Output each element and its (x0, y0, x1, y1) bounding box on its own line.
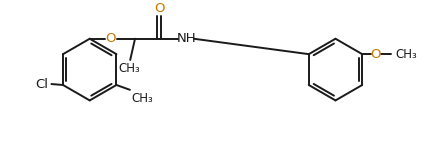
Text: NH: NH (176, 32, 196, 45)
Text: CH₃: CH₃ (118, 62, 140, 75)
Text: Cl: Cl (35, 78, 49, 91)
Text: CH₃: CH₃ (394, 48, 416, 61)
Text: O: O (154, 2, 164, 15)
Text: CH₃: CH₃ (131, 92, 152, 105)
Text: O: O (370, 48, 380, 61)
Text: O: O (105, 32, 116, 45)
